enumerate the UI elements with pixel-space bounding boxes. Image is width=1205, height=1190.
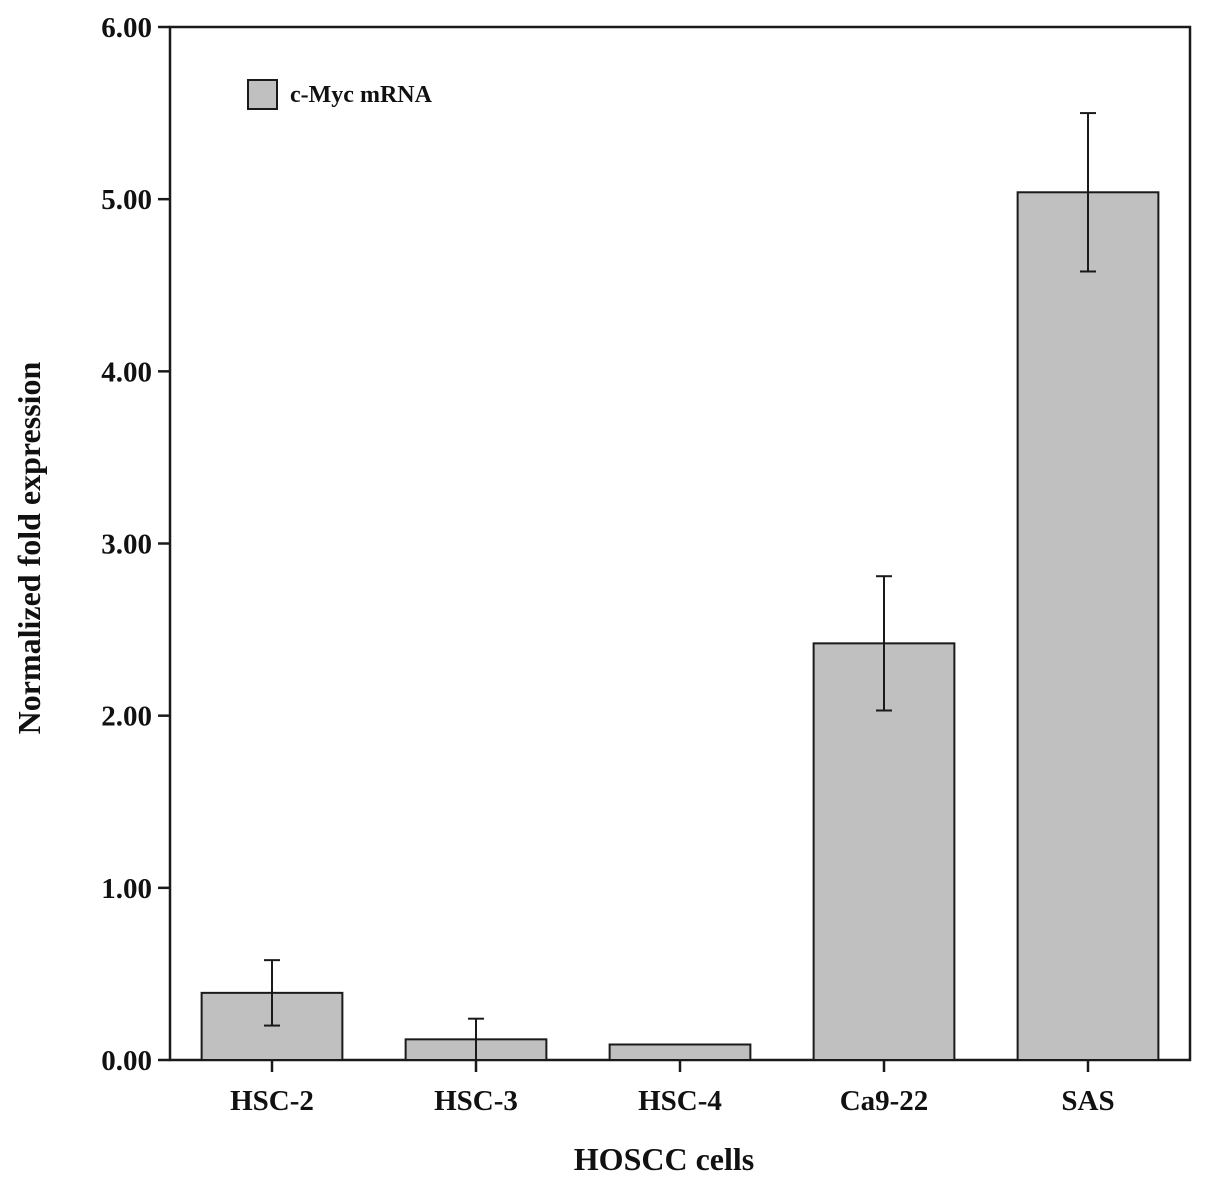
- error-bar-sas: [1080, 112, 1096, 273]
- legend: c-Myc mRNA: [247, 79, 433, 110]
- x-axis-tick-labels: HSC-2 HSC-3 HSC-4 Ca9-22 SAS: [230, 1060, 1115, 1117]
- y-axis-title: Normalized fold expression: [11, 361, 47, 734]
- x-tick-label: Ca9-22: [840, 1085, 929, 1117]
- y-axis-ticks: 0.00 1.00 2.00 3.00 4.00 5.00 6.00: [101, 12, 170, 1077]
- y-tick-label: 4.00: [101, 356, 152, 388]
- error-bars: [264, 112, 1096, 1061]
- x-axis-title: HOSCC cells: [574, 1141, 754, 1177]
- y-tick-label: 0.00: [101, 1045, 152, 1077]
- y-tick-label: 2.00: [101, 701, 152, 733]
- x-tick-label: HSC-3: [434, 1085, 518, 1117]
- bar-hsc-4: [608, 1043, 752, 1062]
- bars: [200, 191, 1160, 1062]
- error-bar-hsc-2: [264, 959, 280, 1027]
- error-bar-ca9-22: [876, 575, 892, 712]
- bar-sas: [1016, 191, 1160, 1061]
- y-tick-label: 5.00: [101, 184, 152, 216]
- x-tick-label: HSC-4: [638, 1085, 722, 1117]
- x-tick-label: HSC-2: [230, 1085, 314, 1117]
- legend-label: c-Myc mRNA: [290, 82, 433, 108]
- y-tick-label: 1.00: [101, 873, 152, 905]
- y-tick-label: 3.00: [101, 529, 152, 561]
- y-tick-label: 6.00: [101, 12, 152, 44]
- x-tick-label: SAS: [1061, 1085, 1114, 1117]
- legend-swatch: [247, 79, 278, 110]
- bar-ca9-22: [812, 642, 956, 1062]
